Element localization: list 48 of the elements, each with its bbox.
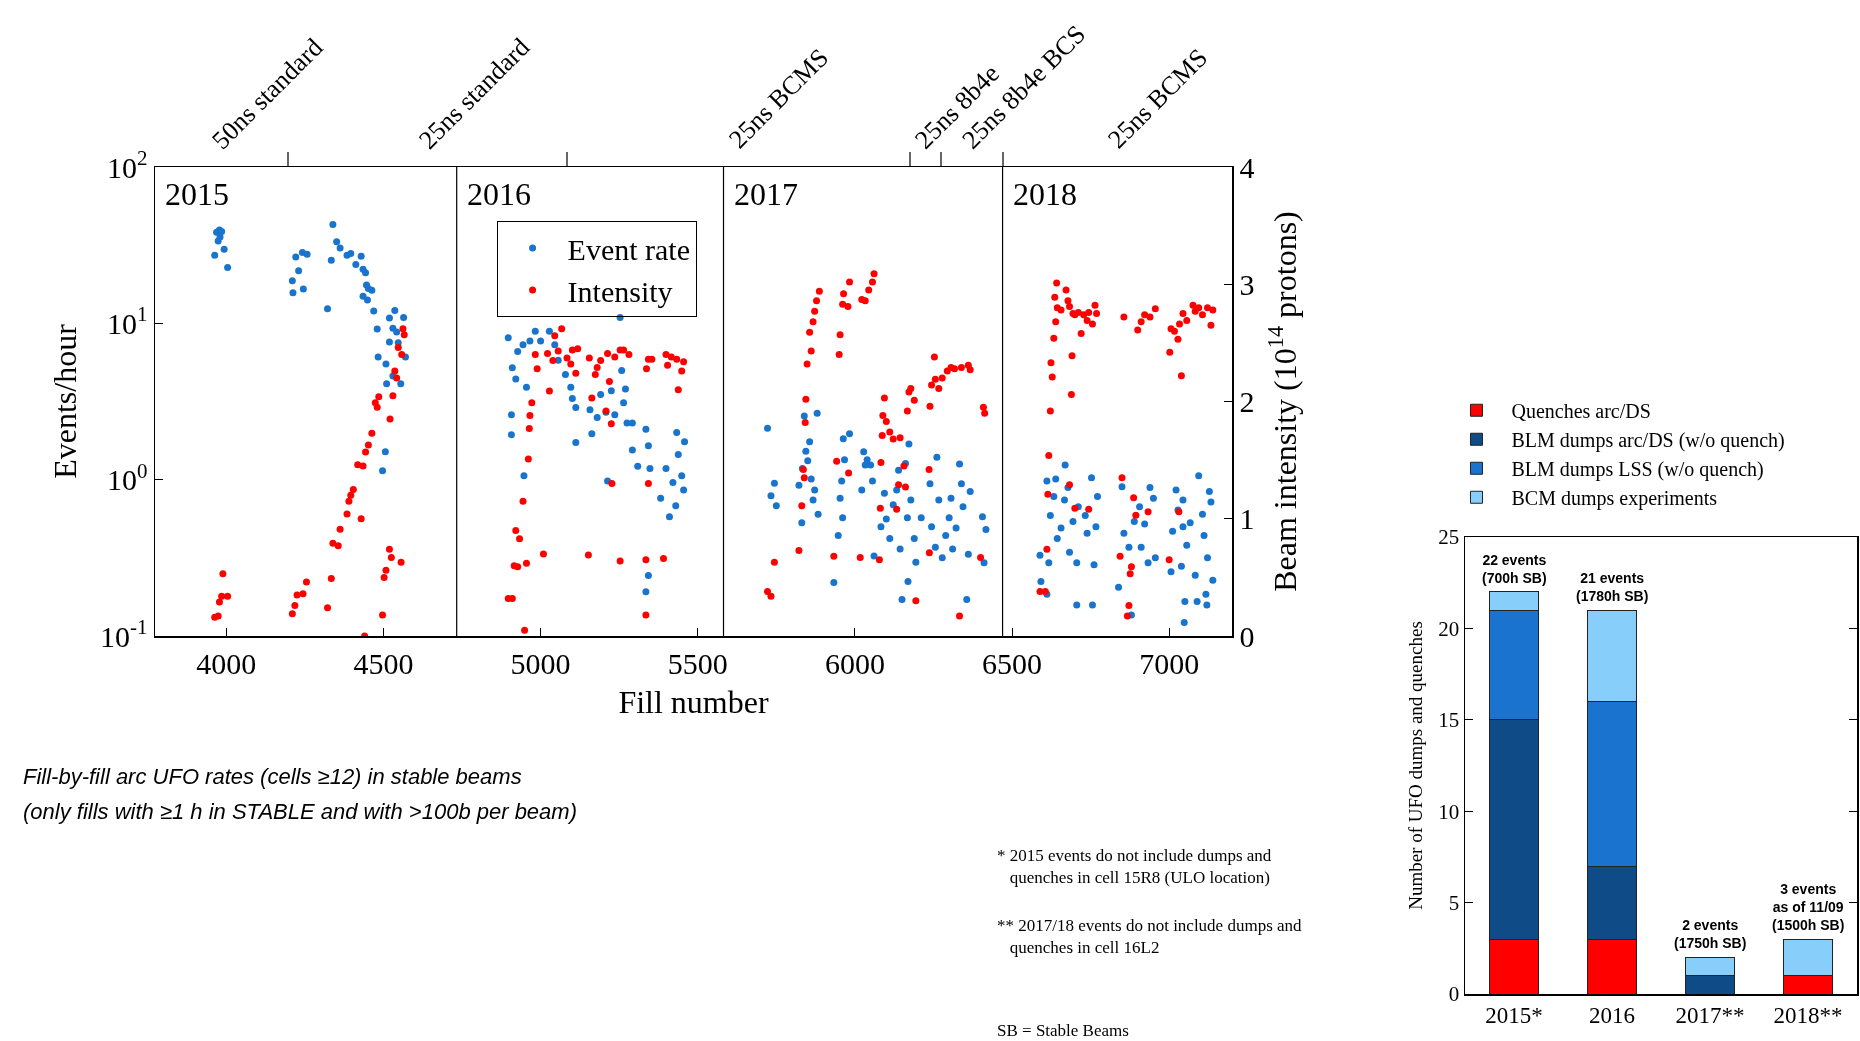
legend-label: Intensity <box>567 274 673 308</box>
y-tick-label: 20 <box>1438 616 1460 641</box>
annotation: 22 events (700h SB) <box>1482 552 1547 587</box>
y-axis-title: Number of UFO dumps and quenches <box>1405 621 1427 910</box>
x-tick-label: 4000 <box>196 646 257 680</box>
x-tick-label: 2018** <box>1773 1003 1843 1029</box>
x-tick-label: 2016 <box>1589 1003 1635 1029</box>
x-tick-label: 5000 <box>510 646 571 680</box>
annotation: 2016 <box>467 176 531 212</box>
y-tick-label: 10 <box>1438 799 1460 824</box>
text: SB = Stable Beams <box>997 1021 1129 1040</box>
y-tick-label: 10$^{1}$ <box>107 302 148 340</box>
x-tick-label: 5500 <box>667 646 728 680</box>
legend-label: BLM dumps arc/DS (w/o quench) <box>1511 429 1785 453</box>
annotation: 2018 <box>1013 176 1077 212</box>
text: (only fills with ≥1 h in STABLE and with >100b per beam) <box>23 799 577 824</box>
annotation: 2 events (1750h SB) <box>1674 917 1747 952</box>
y-tick-label: 10$^{-1}$ <box>100 614 148 653</box>
y2-tick-label: 1 <box>1239 502 1255 536</box>
x-tick-label: 4500 <box>353 646 414 680</box>
y-tick-label: 15 <box>1438 708 1460 733</box>
text: * 2015 events do not include dumps and quenches in cell 15R8 (ULO location) <box>997 846 1272 888</box>
y2-tick-label: 4 <box>1239 150 1255 184</box>
x-tick-label: 2015* <box>1485 1003 1543 1029</box>
y-tick-label: 25 <box>1438 525 1460 550</box>
annotation: 3 events as of 11/09 (1500h SB) <box>1772 881 1845 934</box>
legend-label: Event rate <box>567 232 691 266</box>
y-tick-label: 0 <box>1448 982 1460 1007</box>
annotation: 2017 <box>734 176 798 212</box>
legend-label: Quenches arc/DS <box>1511 400 1651 423</box>
y-axis-title: Events/hour <box>46 323 83 479</box>
x-axis-title: Fill number <box>618 684 769 721</box>
x-tick-label: 7000 <box>1139 646 1200 680</box>
x-tick-label: 6000 <box>824 646 885 680</box>
y-tick-label: 10$^{0}$ <box>107 458 148 497</box>
y-tick-label: 5 <box>1448 890 1460 915</box>
text: ** 2017/18 events do not include dumps and quenches in cell 16L2 <box>997 916 1303 958</box>
annotation: 2015 <box>165 176 229 212</box>
y2-tick-label: 3 <box>1239 267 1255 301</box>
y-tick-label: 10$^{2}$ <box>107 145 148 184</box>
y2-tick-label: 0 <box>1239 619 1255 653</box>
text: Fill-by-fill arc UFO rates (cells ≥12) in stable beams <box>23 764 522 789</box>
annotation: 21 events (1780h SB) <box>1576 570 1649 605</box>
legend-label: BLM dumps LSS (w/o quench) <box>1511 458 1764 482</box>
legend-label: BCM dumps experiments <box>1511 487 1718 511</box>
x-tick-label: 2017** <box>1675 1003 1745 1029</box>
y2-tick-label: 2 <box>1239 385 1255 418</box>
x-tick-label: 6500 <box>982 646 1043 680</box>
